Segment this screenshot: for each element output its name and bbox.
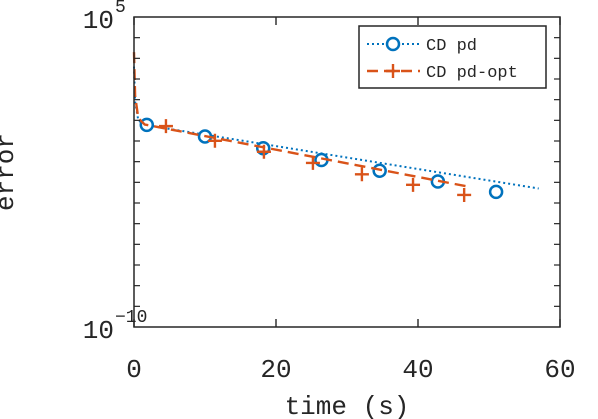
legend: CD pd CD pd-opt — [358, 25, 547, 89]
series-1-marker-6 — [457, 187, 472, 202]
x-axis-label: time (s) — [285, 392, 410, 419]
series-0-marker-6 — [488, 184, 504, 200]
series-1-marker-1 — [207, 133, 222, 148]
y-tick-label-0: 10 — [83, 6, 114, 36]
series-1-marker-4 — [354, 167, 369, 182]
axes-layer — [133, 16, 561, 328]
x-tick-label-2: 40 — [402, 355, 433, 385]
y-tick-exponent-1: −10 — [115, 308, 147, 328]
series-layer — [132, 52, 539, 202]
legend-label-0: CD pd — [426, 37, 477, 56]
series-1-marker-3 — [305, 155, 320, 170]
y-axis-label: error — [0, 133, 21, 211]
series-1-marker-0 — [158, 119, 173, 134]
series-1-marker-2 — [256, 144, 271, 159]
x-tick-label-0: 0 — [126, 355, 142, 385]
y-tick-label-1: 10 — [83, 316, 114, 346]
y-tick-exponent-0: 5 — [115, 0, 126, 18]
legend-entries: CD pd CD pd-opt — [367, 36, 518, 83]
legend-marker-1 — [386, 64, 400, 78]
legend-label-1: CD pd-opt — [426, 64, 518, 83]
x-tick-label-1: 20 — [260, 355, 291, 385]
plot-frame — [133, 16, 561, 328]
legend-marker-0 — [385, 36, 401, 52]
x-tick-label-3: 60 — [544, 355, 575, 385]
legend-box — [358, 25, 547, 89]
series-1-marker-5 — [406, 177, 421, 192]
